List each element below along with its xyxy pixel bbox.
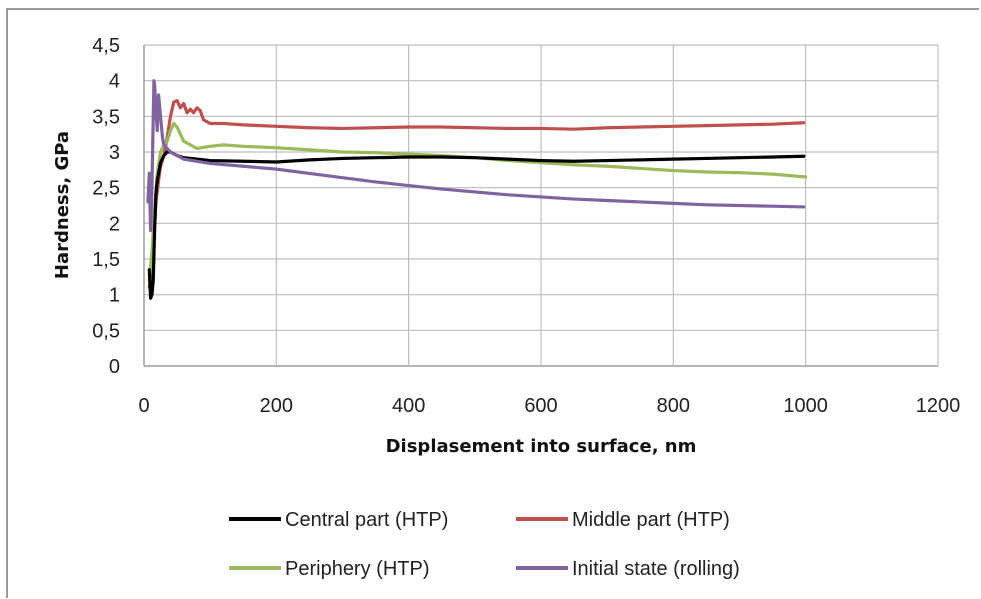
- x-tick-label: 1000: [783, 395, 828, 417]
- series-line-4: [146, 79, 806, 233]
- legend-label: Central part (HTP): [285, 509, 448, 531]
- chart-frame: [6, 8, 979, 598]
- grid-lines: [143, 44, 939, 367]
- x-axis-title: Displasement into surface, nm: [386, 436, 697, 457]
- y-tick-label: 0: [109, 356, 120, 378]
- y-tick-label: 4,5: [92, 35, 120, 57]
- y-axis-title: Hardness, GPa: [52, 131, 73, 279]
- x-tick-label: 800: [657, 395, 690, 417]
- x-tick-label: 400: [392, 395, 425, 417]
- y-tick-label: 3,5: [92, 106, 120, 128]
- y-tick-label: 1: [109, 285, 120, 307]
- series-lines: [146, 79, 808, 300]
- y-tick-label: 4: [109, 71, 120, 93]
- legend: Central part (HTP) Middle part (HTP) Perip…: [229, 509, 740, 580]
- legend-label: Periphery (HTP): [285, 558, 429, 580]
- y-tick-label: 0,5: [92, 320, 120, 342]
- legend-label: Initial state (rolling): [572, 558, 740, 580]
- series-line-2: [147, 99, 806, 290]
- x-tick-label: 1200: [916, 395, 961, 417]
- x-tick-label: 600: [524, 395, 557, 417]
- y-tick-label: 2,5: [92, 178, 120, 200]
- x-tick-labels: 0 200 400 600 800 1000 1200: [138, 395, 960, 417]
- legend-label: Middle part (HTP): [572, 509, 730, 531]
- y-tick-label: 3: [109, 142, 120, 164]
- x-tick-label: 0: [138, 395, 149, 417]
- y-tick-label: 2: [109, 213, 120, 235]
- series-line-3: [147, 121, 808, 282]
- y-tick-labels: 0 0,5 1 1,5 2 2,5 3 3,5 4 4,5: [92, 35, 120, 378]
- x-tick-label: 200: [260, 395, 293, 417]
- y-tick-label: 1,5: [92, 249, 120, 271]
- series-line-1: [147, 150, 806, 300]
